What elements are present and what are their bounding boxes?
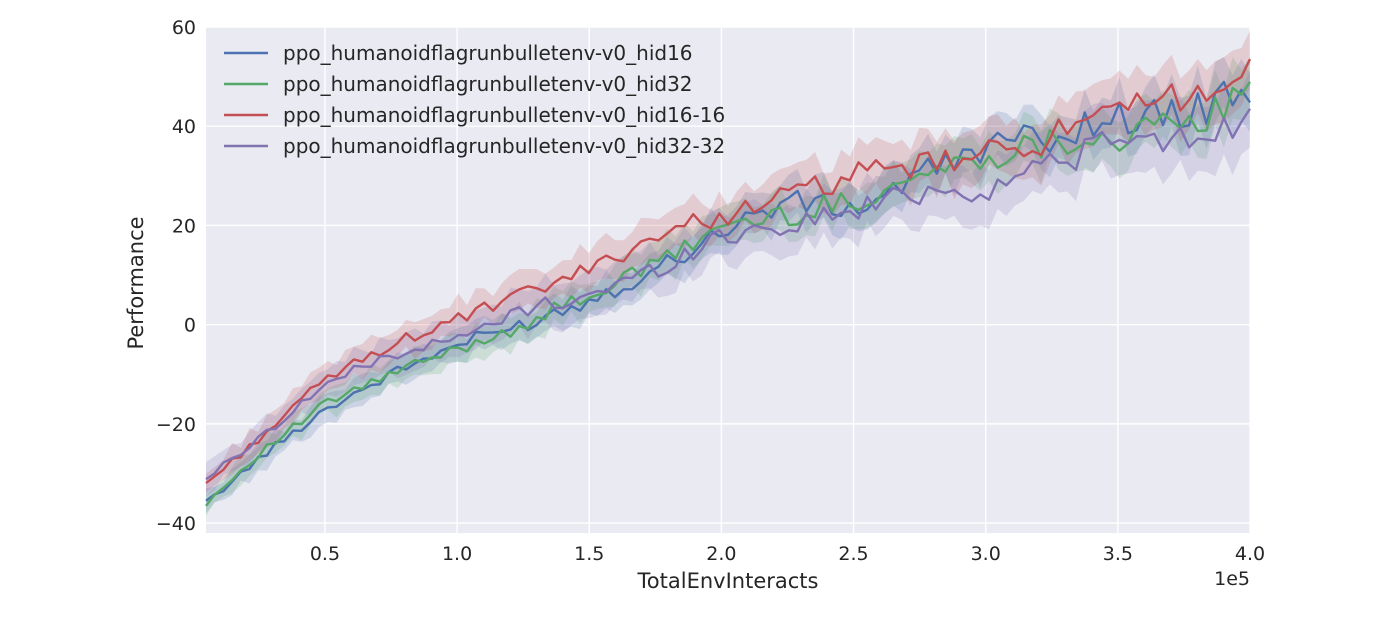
series-line-4 <box>205 108 1252 481</box>
legend-label-2: ppo_humanoidflagrunbulletenv-v0_hid32 <box>283 72 693 96</box>
x-tick-label: 4.0 <box>1235 543 1265 565</box>
y-tick-label: 0 <box>184 315 196 337</box>
series-band-1 <box>206 56 1250 514</box>
series-line-1 <box>205 80 1251 502</box>
x-axis-label: TotalEnvInteracts <box>637 569 819 593</box>
y-tick-label: −40 <box>156 513 196 535</box>
series-band-3 <box>206 30 1250 493</box>
x-tick-label: 3.0 <box>971 543 1001 565</box>
legend: ppo_humanoidflagrunbulletenv-v0_hid16ppo… <box>224 41 725 158</box>
legend-label-1: ppo_humanoidflagrunbulletenv-v0_hid16 <box>283 41 693 65</box>
series-lines <box>205 58 1252 507</box>
y-tick-label: −20 <box>156 414 196 436</box>
x-tick-label: 3.5 <box>1103 543 1133 565</box>
y-tick-label: 20 <box>172 215 196 237</box>
y-tick-label: 60 <box>172 17 196 39</box>
grid-lines <box>206 26 1251 533</box>
x-tick-label: 0.5 <box>310 543 340 565</box>
legend-label-4: ppo_humanoidflagrunbulletenv-v0_hid32-32 <box>283 134 725 158</box>
plot-background <box>206 27 1250 533</box>
confidence-bands <box>206 30 1250 516</box>
x-tick-label: 1.5 <box>574 543 604 565</box>
x-axis-offset-text: 1e5 <box>1214 568 1250 590</box>
y-tick-label: 40 <box>172 116 196 138</box>
series-band-4 <box>206 69 1250 497</box>
legend-label-3: ppo_humanoidflagrunbulletenv-v0_hid16-16 <box>283 103 725 127</box>
y-axis-label: Performance <box>124 216 148 349</box>
x-tick-label: 2.5 <box>838 543 868 565</box>
x-tick-label: 1.0 <box>442 543 472 565</box>
y-tick-labels: −40 −20 0 20 40 60 <box>156 17 196 535</box>
series-band-2 <box>206 57 1250 516</box>
x-tick-labels: 0.5 1.0 1.5 2.0 2.5 3.0 3.5 4.0 <box>310 543 1265 565</box>
x-tick-label: 2.0 <box>706 543 736 565</box>
